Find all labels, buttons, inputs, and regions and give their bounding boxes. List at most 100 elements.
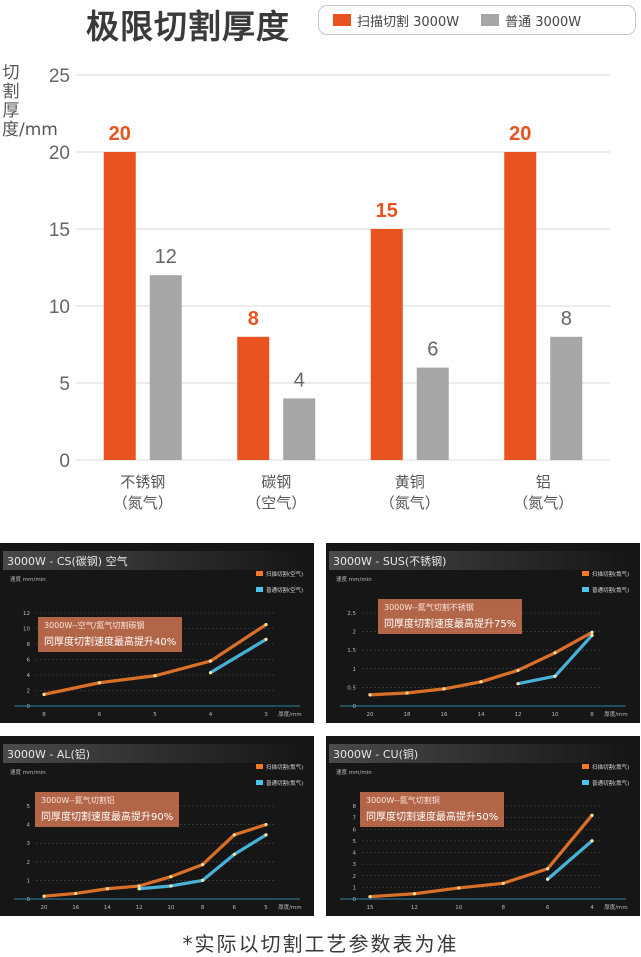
x-tick-label: 5	[264, 905, 268, 911]
y-tick-label: 0	[59, 451, 70, 472]
data-point-scan	[264, 623, 268, 627]
y-tick-label: 12	[23, 611, 30, 617]
bar-scan	[237, 336, 270, 460]
legend-label-scan: 扫描切割 3000W	[357, 14, 460, 30]
legend-swatch-normal	[481, 14, 500, 26]
x-tick-label: 黄铜	[395, 473, 425, 491]
x-axis-label: 厚度/mm	[278, 710, 302, 718]
data-point-normal	[264, 637, 268, 641]
y-tick-label: 2	[353, 874, 357, 880]
x-tick-label: 8	[590, 712, 594, 718]
data-point-scan	[405, 691, 409, 695]
legend-swatch-normal	[256, 780, 263, 785]
data-point-scan	[368, 895, 372, 899]
y-tick-label: 5	[27, 804, 31, 810]
x-tick-label: 铝	[536, 473, 551, 491]
bar-normal	[550, 336, 583, 460]
legend-label-scan: 扫描切割(氮气)	[266, 763, 303, 771]
bar-chart: 0 5 10 15 20 25 20 12 不锈钢 （氮气） 8 4 碳钢 （空气） 15 6 黄铜 （氮气） 20…	[49, 66, 610, 512]
data-label-normal: 8	[561, 308, 572, 330]
x-tick-label: 5	[153, 712, 157, 718]
x-tick-label: 10	[552, 712, 559, 718]
x-tick-label: 8	[201, 905, 205, 911]
data-point-scan	[412, 892, 416, 896]
chart-title: 极限切割厚度	[86, 7, 290, 46]
data-point-scan	[553, 651, 557, 655]
x-tick-label: 4	[209, 712, 213, 718]
legend-label-scan: 扫描切割(氮气)	[592, 570, 629, 578]
y-tick-label: 4	[27, 673, 31, 679]
x-tick-label: 18	[404, 712, 411, 718]
data-point-normal	[590, 633, 594, 637]
legend-swatch-scan	[256, 764, 263, 769]
legend-swatch-normal	[582, 587, 589, 592]
x-tick-label: 10	[167, 905, 174, 911]
y-tick-label: 25	[49, 66, 70, 87]
y-tick-label: 10	[23, 627, 30, 633]
x-tick-label: 3	[264, 712, 268, 718]
y-tick-label: 15	[49, 220, 70, 241]
data-point-scan	[590, 630, 594, 634]
legend-swatch-scan	[582, 571, 589, 576]
x-tick-sublabel: （氮气）	[380, 494, 440, 512]
y-tick-label: 5	[353, 839, 357, 845]
y-tick-label: 8	[353, 804, 357, 810]
data-label-normal: 6	[427, 339, 438, 361]
panel-title-bar	[3, 551, 304, 570]
bar-normal	[416, 367, 449, 460]
legend-label-normal: 普通切割(氮气)	[592, 586, 629, 594]
x-axis-label: 厚度/mm	[278, 903, 302, 911]
x-tick-label: 10	[455, 905, 462, 911]
x-tick-label: 15	[367, 905, 374, 911]
y-tick-label: 3	[353, 862, 357, 868]
y-axis-label: 速度 mm/min	[10, 768, 46, 776]
data-label-scan: 20	[509, 123, 531, 145]
y-tick-label: 10	[49, 297, 70, 318]
panel-title: 3000W - SUS(不锈钢)	[333, 555, 447, 568]
y-tick-label: 7	[353, 816, 357, 822]
bar-scan	[103, 152, 136, 460]
data-point-scan	[137, 884, 141, 888]
callout: 3000W--氮气切割铝 同厚度切割速度最高提升90%	[35, 792, 180, 827]
x-axis-label: 厚度/mm	[604, 903, 628, 911]
chart-legend: 扫描切割 3000W 普通 3000W	[318, 5, 636, 35]
data-point-scan	[479, 680, 483, 684]
x-tick-label: 20	[367, 712, 374, 718]
data-label-scan: 8	[248, 308, 259, 330]
legend-label-normal: 普通切割(空气)	[266, 586, 303, 594]
y-tick-label: 0	[353, 704, 357, 710]
x-tick-label: 6	[546, 905, 550, 911]
panel-cu-copper: 3000W - CU(铜) 速度 mm/min 0 1 2 3 4 5 6 7 8 15 12 10 8 6…	[326, 736, 640, 916]
data-point-normal	[264, 833, 268, 837]
legend-item-scan: 扫描切割 3000W	[333, 11, 459, 30]
y-tick-label: 0	[27, 897, 31, 903]
y-tick-label: 6	[353, 827, 357, 833]
data-point-scan	[42, 894, 46, 898]
data-label-scan: 15	[376, 200, 398, 222]
x-tick-label: 12	[411, 905, 418, 911]
y-tick-label: 5	[59, 374, 70, 395]
footnote: *实际以切割工艺参数表为准	[182, 932, 459, 956]
panel-title: 3000W - CU(铜)	[333, 748, 419, 761]
x-axis-label: 厚度/mm	[604, 710, 628, 718]
x-tick-label: 4	[590, 905, 594, 911]
legend-label-scan: 扫描切割(空气)	[266, 570, 303, 578]
series-line-scan	[368, 813, 594, 899]
x-tick-label: 6	[98, 712, 102, 718]
data-point-normal	[516, 682, 520, 686]
y-tick-label: 6	[27, 658, 31, 664]
x-tick-label: 不锈钢	[120, 473, 165, 491]
data-point-normal	[208, 671, 213, 675]
callout: 3000W--氮气切割不锈钢 同厚度切割速度最高提升75%	[378, 599, 523, 634]
series-line-normal	[546, 839, 594, 881]
panel-title-bar	[3, 744, 304, 763]
data-point-normal	[590, 839, 594, 843]
legend-swatch-scan	[256, 571, 263, 576]
panel-title-bar	[329, 744, 630, 763]
data-point-normal	[553, 674, 557, 678]
data-point-scan	[232, 833, 236, 837]
panel-title: 3000W - AL(铝)	[7, 748, 91, 761]
callout-line1: 3000W--氮气切割铜	[366, 796, 440, 805]
x-tick-sublabel: （氮气）	[513, 494, 573, 512]
